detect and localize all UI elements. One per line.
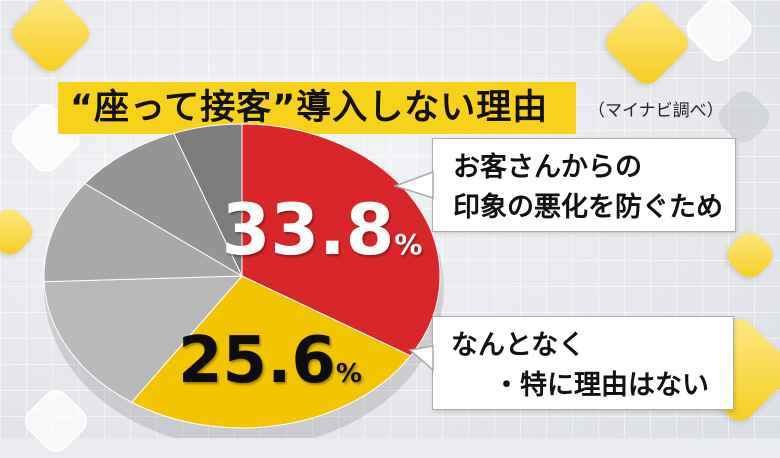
- slice-value-label: 33.8%: [222, 189, 423, 271]
- pie-slice: [83, 132, 244, 278]
- slice-value-label: 25.6%: [178, 324, 362, 398]
- title-banner: [58, 82, 576, 134]
- callout-red: お客さんからの 印象の悪化を防ぐため: [432, 138, 736, 232]
- pie-slice: [173, 123, 243, 277]
- pie-slice: [130, 275, 412, 429]
- callout-yellow-line2: ・特に理由はない: [493, 370, 709, 401]
- source-note: （マイナビ調べ）: [588, 101, 724, 121]
- callout-yellow: なんとなく ・特に理由はない: [432, 316, 734, 410]
- pie-slice: [43, 275, 244, 403]
- pie-chart: 33.8% 25.6%: [43, 123, 444, 438]
- pie-slice: [43, 182, 244, 283]
- callout-red-line1: お客さんからの: [453, 152, 642, 183]
- callout-yellow-line1: なんとなく: [451, 330, 586, 361]
- chart-title: “座って接客”導入しない理由: [70, 88, 549, 128]
- callout-red-line2: 印象の悪化を防ぐため: [453, 192, 723, 223]
